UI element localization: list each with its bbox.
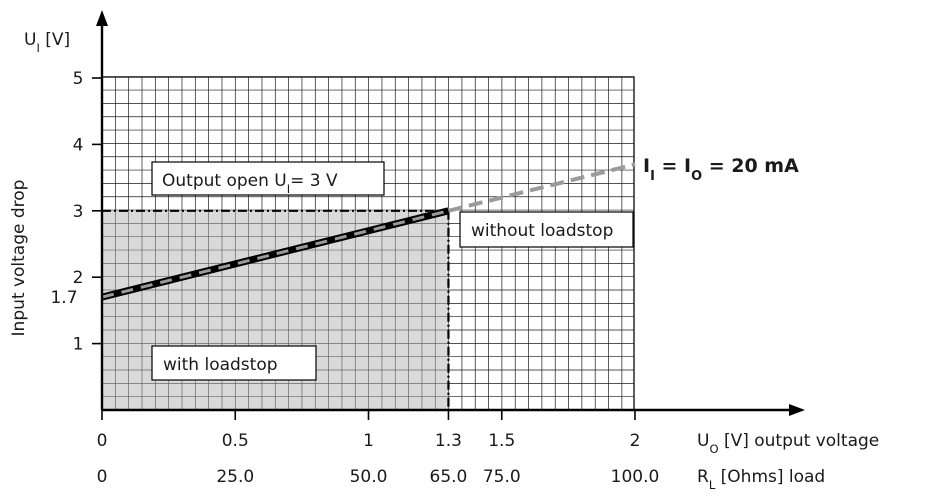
y-tick-label: 2 — [73, 268, 84, 288]
x-tick-label: 0.5 — [222, 431, 249, 451]
x2-tick-label: 100.0 — [611, 467, 660, 487]
line-without-loadstop — [447, 162, 636, 213]
y-tick-label: 3 — [73, 202, 84, 222]
y-tick-label: 1.7 — [50, 288, 77, 308]
y-axis-unit-label: UI [V] — [24, 30, 70, 55]
output-open-label: Output open UI= 3 V — [162, 171, 338, 196]
y-axis-label: Input voltage drop — [9, 180, 29, 337]
x2-tick-label: 75.0 — [483, 467, 521, 487]
y-tick-label: 4 — [73, 135, 84, 155]
axis-layer — [92, 10, 805, 420]
current-label: II = IO = 20 mA — [643, 155, 799, 184]
y-tick-label: 5 — [73, 69, 84, 89]
x-tick-label: 1.3 — [435, 431, 462, 451]
x2-tick-label: 25.0 — [216, 467, 254, 487]
x-tick-label: 2 — [630, 431, 641, 451]
x-tick-label: 1 — [363, 431, 374, 451]
output-open-box — [151, 161, 385, 196]
limit-lines-layer — [102, 209, 450, 410]
series-layer — [101, 162, 636, 301]
x-axis-label: UO [V] output voltage — [697, 431, 879, 456]
x-tick-label: 0 — [97, 431, 108, 451]
x-axis-arrow — [789, 404, 805, 416]
y-axis-arrow — [96, 10, 108, 26]
x2-tick-label: 0 — [97, 467, 108, 487]
without-loadstop-label: without loadstop — [471, 221, 613, 241]
y-tick-label: 1 — [73, 335, 84, 355]
x-tick-label: 1.5 — [488, 431, 515, 451]
with-loadstop-box — [151, 345, 317, 381]
label-layer: 0 0.5 1 1.3 1.5 20 25.0 50.0 65.0 75.0 100.011.723… — [9, 30, 879, 492]
x2-tick-label: 65.0 — [430, 467, 468, 487]
x2-axis-label: RL [Ohms] load — [697, 467, 825, 492]
without-loadstop-box — [459, 211, 634, 248]
x2-tick-label: 50.0 — [350, 467, 388, 487]
line-with-loadstop-outer — [101, 207, 450, 301]
with-loadstop-label: with loadstop — [163, 355, 278, 375]
